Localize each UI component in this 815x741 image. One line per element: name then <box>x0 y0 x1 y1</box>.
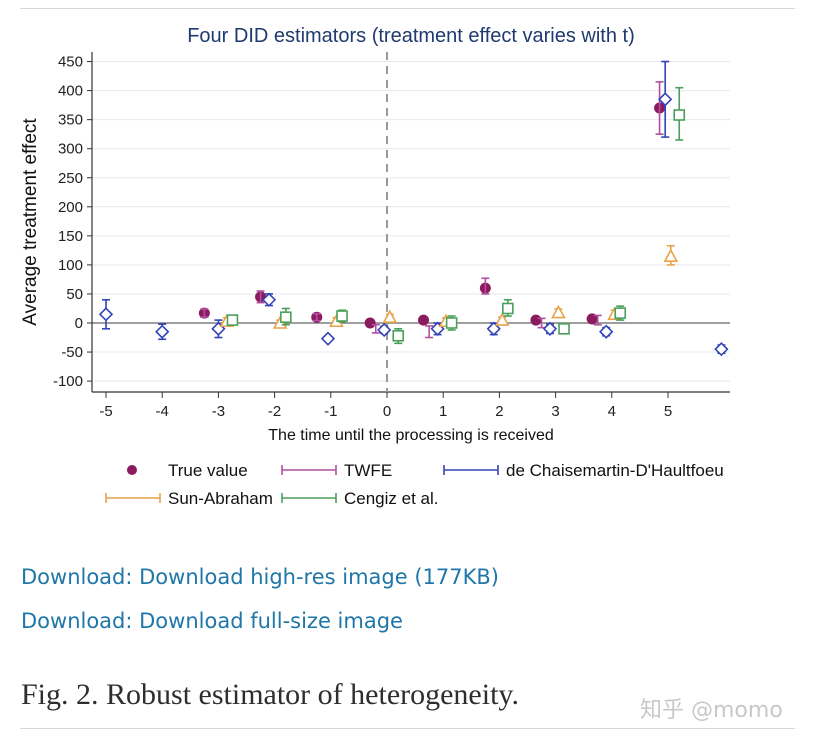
legend-marker <box>127 465 137 475</box>
legend-label: True value <box>168 461 248 480</box>
data-point <box>542 321 558 336</box>
data-point <box>673 109 686 121</box>
data-point <box>663 248 679 262</box>
legend-item: Cengiz et al. <box>281 489 439 508</box>
data-point <box>98 307 114 322</box>
data-point <box>226 314 239 326</box>
top-divider <box>20 8 795 9</box>
legend-item: TWFE <box>281 461 392 480</box>
data-point <box>494 312 510 326</box>
y-tick-label: 400 <box>58 83 83 100</box>
bottom-divider <box>20 728 795 729</box>
y-tick-label: 100 <box>58 257 83 274</box>
y-tick-label: -100 <box>53 373 83 390</box>
data-point <box>377 322 392 338</box>
download-high-res-link[interactable]: Download: Download high-res image (177KB… <box>21 565 499 589</box>
x-tick-label: 3 <box>551 403 559 420</box>
y-tick-label: 200 <box>58 199 83 216</box>
x-tick-label: -4 <box>156 403 169 420</box>
legend-label: Cengiz et al. <box>344 489 439 508</box>
y-tick-label: 150 <box>58 228 83 245</box>
x-tick-label: 5 <box>664 403 672 420</box>
data-point <box>714 342 729 357</box>
y-tick-label: 250 <box>58 170 83 187</box>
data-point <box>445 317 458 329</box>
legend-item: Sun-Abraham <box>105 489 273 508</box>
data-point <box>280 311 292 323</box>
data-point <box>382 309 398 323</box>
x-tick-label: -5 <box>99 403 112 420</box>
x-tick-label: 0 <box>383 403 391 420</box>
x-tick-label: -2 <box>268 403 281 420</box>
x-axis-label: The time until the processing is receive… <box>268 427 553 444</box>
legend-item: de Chaisemartin-D'Haultfoeu <box>443 461 724 480</box>
x-tick-label: 2 <box>495 403 503 420</box>
data-point <box>392 329 405 342</box>
figure-caption: Fig. 2. Robust estimator of heterogeneit… <box>21 678 519 711</box>
legend-label: Sun-Abraham <box>168 489 273 508</box>
legend-label: TWFE <box>344 461 392 480</box>
x-tick-label: 4 <box>608 403 616 420</box>
data-point <box>599 324 614 339</box>
x-tick-label: -1 <box>324 403 337 420</box>
watermark: 知乎 @momo <box>640 698 783 723</box>
y-tick-label: -50 <box>61 344 83 361</box>
download-full-size-link[interactable]: Download: Download full-size image <box>21 609 403 633</box>
data-point <box>658 92 673 107</box>
data-point <box>614 307 627 319</box>
data-point <box>320 331 336 346</box>
y-tick-label: 450 <box>58 54 83 71</box>
data-point <box>261 292 277 307</box>
series-de-chaisemartin-d-haultfoeu <box>98 60 729 357</box>
data-point <box>530 314 542 326</box>
x-tick-label: -3 <box>212 403 225 420</box>
data-point <box>364 317 376 329</box>
data-point <box>155 324 170 339</box>
x-tick-label: 1 <box>439 403 447 420</box>
y-tick-label: 0 <box>75 315 83 332</box>
y-axis-label: Average treatment effect <box>20 118 41 326</box>
y-tick-label: 50 <box>66 286 83 303</box>
data-point <box>502 302 514 315</box>
y-tick-label: 300 <box>58 141 83 158</box>
plot-area <box>92 52 730 392</box>
y-tick-label: 350 <box>58 112 83 129</box>
data-point <box>551 304 566 319</box>
legend-label: de Chaisemartin-D'Haultfoeu <box>506 461 724 480</box>
legend-item: True value <box>127 461 248 480</box>
series-cengiz-et-al- <box>226 86 686 345</box>
data-point <box>558 323 570 335</box>
series-twfe <box>200 81 664 339</box>
data-point <box>336 310 348 322</box>
data-point <box>418 314 430 326</box>
chart-title: Four DID estimators (treatment effect va… <box>187 25 635 47</box>
